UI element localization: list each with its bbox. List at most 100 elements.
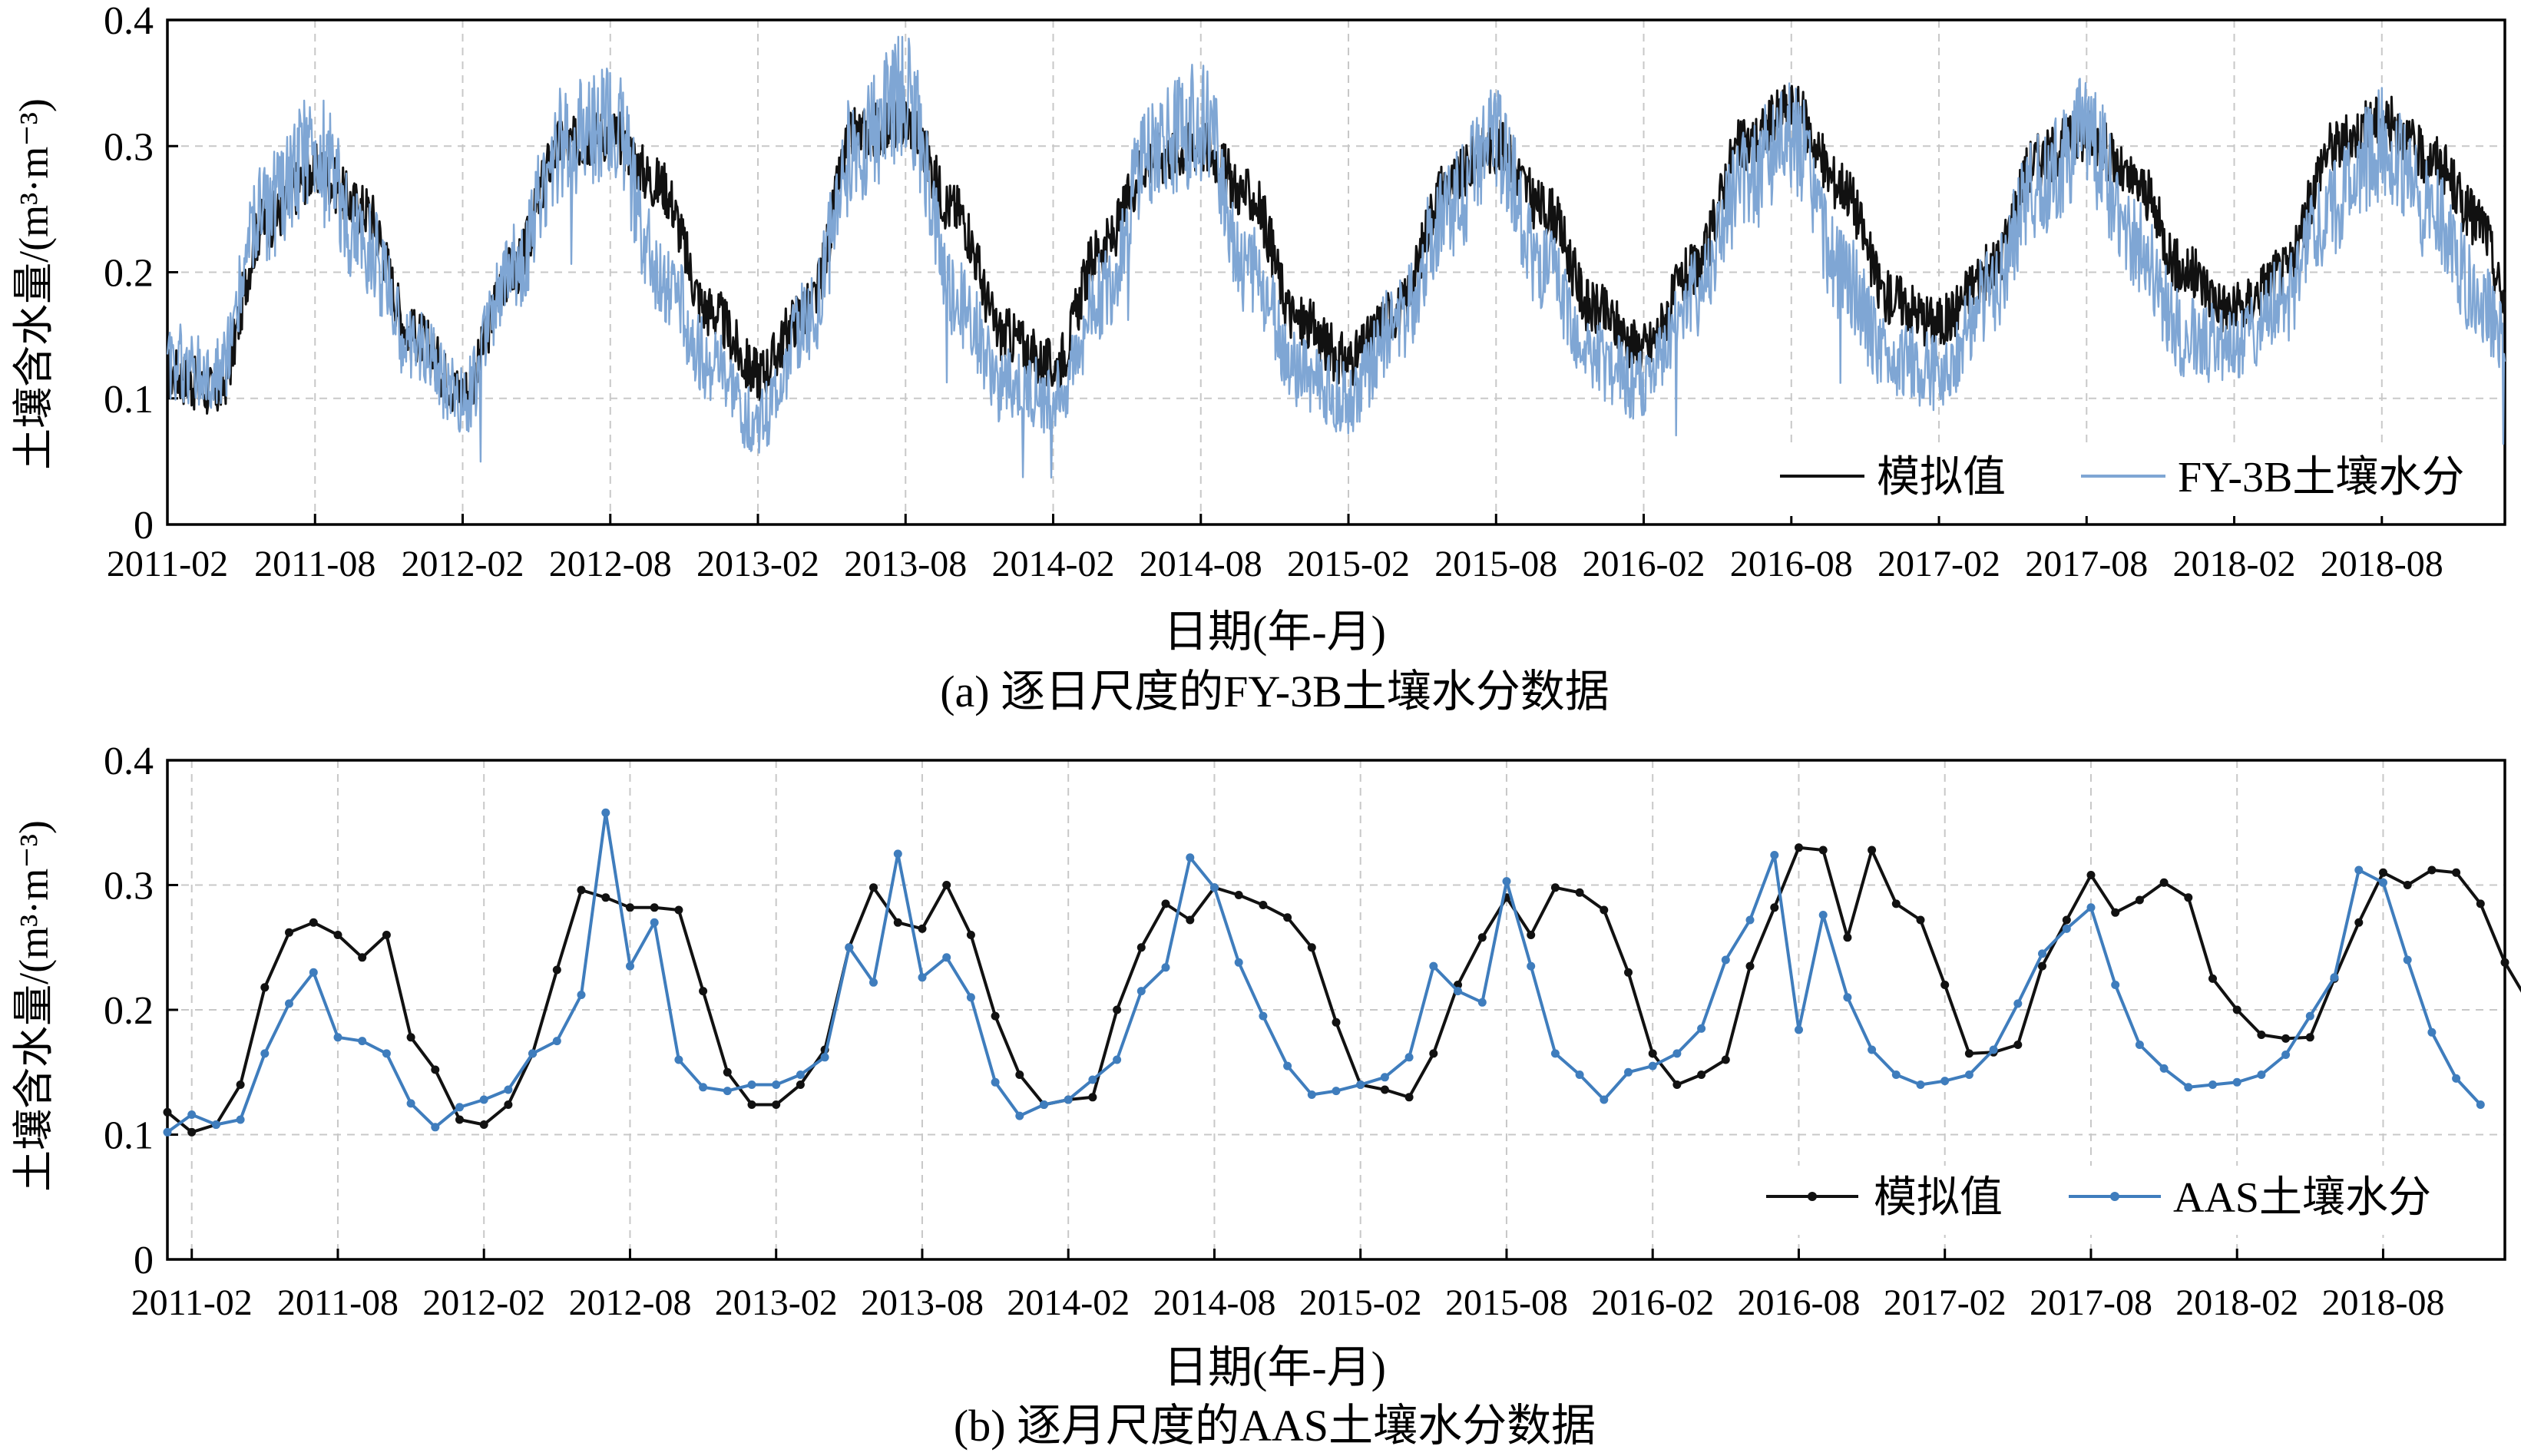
b-point-simulated (479, 1120, 488, 1129)
b-point-observed (2208, 1080, 2217, 1089)
b-point-observed (1527, 961, 1536, 971)
b-legend: 模拟值 AAS土壤水分 (1758, 1166, 2488, 1235)
b-xtick-label: 2017-08 (2030, 1282, 2152, 1323)
b-point-simulated (1770, 903, 1779, 912)
b-point-simulated (2062, 915, 2071, 925)
b-point-simulated (991, 1011, 1000, 1021)
b-point-simulated (2013, 1041, 2023, 1049)
a-ytick-label: 0 (134, 504, 154, 548)
b-point-simulated (2354, 918, 2364, 927)
b-point-observed (285, 999, 293, 1008)
a-xtick-label: 2017-02 (1878, 544, 2000, 584)
b-point-simulated (163, 1107, 172, 1117)
b-point-observed (845, 943, 854, 952)
b-point-simulated (723, 1067, 732, 1077)
a-legend: 模拟值 FY-3B土壤水分 (1758, 447, 2488, 516)
b-point-observed (2257, 1070, 2266, 1079)
a-xtick-label: 2012-08 (549, 544, 672, 584)
b-plot-frame (166, 759, 2506, 1261)
b-ytick-label: 0.1 (104, 1114, 154, 1158)
b-point-simulated (1015, 1070, 1024, 1079)
b-point-simulated (2111, 908, 2120, 917)
b-point-observed (2184, 1083, 2193, 1092)
b-point-observed (309, 968, 318, 977)
b-point-simulated (1940, 981, 1950, 989)
b-point-simulated (2159, 878, 2169, 887)
b-point-simulated (504, 1100, 513, 1109)
b-point-observed (333, 1033, 342, 1042)
b-point-observed (1040, 1100, 1048, 1109)
b-series-group (163, 808, 2521, 1137)
b-point-simulated (1307, 943, 1316, 952)
b-point-observed (1868, 1045, 1877, 1054)
b-point-observed (479, 1095, 488, 1104)
b-point-observed (1454, 987, 1462, 996)
panel-b: 0 0.1 0.2 0.3 0.4 2011-02 2011-08 2012-02 2012-0… (11, 740, 2521, 1451)
b-point-simulated (796, 1080, 805, 1089)
b-point-observed (1186, 853, 1195, 862)
b-caption: (b) 逐月尺度的AAS土壤水分数据 (954, 1401, 1596, 1451)
b-point-observed (650, 918, 659, 927)
b-point-observed (1600, 1095, 1609, 1104)
b-point-simulated (1964, 1049, 1973, 1058)
a-series-group (166, 35, 2506, 479)
a-legend-label-observed: FY-3B土壤水分 (2178, 454, 2464, 501)
b-point-simulated (285, 928, 293, 937)
b-point-observed (942, 953, 951, 962)
b-point-simulated (2500, 958, 2509, 967)
b-ytick-label: 0.4 (104, 740, 154, 783)
b-point-observed (1380, 1073, 1389, 1082)
b-point-observed (1745, 915, 1755, 925)
b-point-simulated (772, 1100, 781, 1109)
b-point-observed (1429, 961, 1438, 971)
b-point-simulated (2281, 1034, 2291, 1043)
b-point-simulated (2403, 881, 2412, 889)
b-point-observed (1940, 1077, 1950, 1086)
b-point-observed (2354, 865, 2364, 875)
a-legend-bg (1758, 447, 2488, 516)
b-point-observed (1064, 1095, 1073, 1104)
b-ytick-label: 0.3 (104, 865, 154, 908)
a-ytick-label: 0.3 (104, 125, 154, 169)
b-point-simulated (552, 965, 561, 975)
b-point-simulated (2379, 868, 2387, 877)
b-point-simulated (1113, 1005, 1122, 1014)
a-xtick-label: 2013-02 (696, 544, 819, 584)
b-point-simulated (601, 893, 610, 902)
b-point-simulated (1697, 1070, 1706, 1079)
b-point-observed (528, 1049, 538, 1058)
b-point-observed (2013, 999, 2023, 1008)
b-point-observed (1843, 993, 1852, 1002)
a-xtick-label: 2012-02 (402, 544, 524, 584)
b-point-observed (552, 1037, 561, 1046)
b-point-observed (1307, 1090, 1316, 1099)
b-point-observed (1672, 1049, 1682, 1058)
b-xtick-label: 2011-08 (277, 1282, 399, 1323)
a-xtick-label: 2015-02 (1287, 544, 1410, 584)
b-point-observed (2086, 903, 2096, 912)
b-legend-marker-simulated (1808, 1192, 1817, 1201)
b-point-observed (2305, 1011, 2314, 1021)
a-xtick-label: 2011-08 (254, 544, 376, 584)
b-xtick-label: 2016-02 (1591, 1282, 1714, 1323)
b-point-observed (382, 1049, 391, 1058)
b-xtick-label: 2015-08 (1445, 1282, 1568, 1323)
b-point-simulated (2476, 899, 2485, 908)
b-ytick-label: 0 (134, 1239, 154, 1282)
b-point-simulated (1624, 968, 1633, 977)
b-point-observed (1332, 1087, 1341, 1096)
b-point-simulated (358, 953, 367, 962)
b-point-simulated (699, 987, 708, 996)
b-point-observed (1234, 958, 1243, 967)
b-point-simulated (1186, 915, 1195, 925)
a-ylabel: 土壤含水量/(m³·m⁻³) (11, 98, 57, 470)
b-ytick-label: 0.2 (104, 989, 154, 1033)
b-point-observed (966, 993, 975, 1002)
b-xtick-label: 2011-02 (131, 1282, 253, 1323)
b-series-observed-line (166, 811, 2482, 1133)
b-xtick-label: 2018-02 (2175, 1282, 2298, 1323)
b-point-observed (1088, 1075, 1097, 1084)
b-point-observed (2062, 924, 2071, 933)
b-point-simulated (1161, 899, 1170, 908)
b-point-observed (406, 1099, 415, 1108)
